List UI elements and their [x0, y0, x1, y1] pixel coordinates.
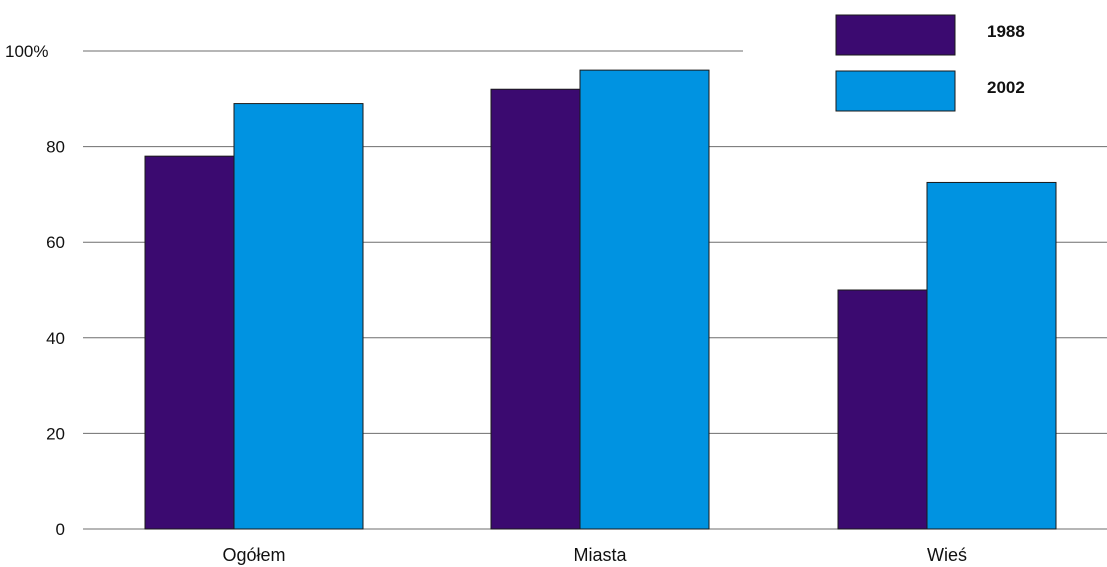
category-label: Ogółem [222, 545, 285, 565]
legend-label: 2002 [987, 78, 1025, 97]
y-axis-tick-labels: 0 20 40 60 80 100% [5, 42, 65, 539]
bars [144, 69, 1057, 530]
legend-swatch-1988 [835, 14, 956, 56]
legend: 1988 2002 [835, 14, 1025, 112]
y-tick-label: 80 [46, 138, 65, 157]
y-tick-label: 100% [5, 42, 48, 61]
y-tick-label: 40 [46, 329, 65, 348]
y-tick-label: 60 [46, 233, 65, 252]
x-axis-category-labels: Ogółem Miasta Wieś [222, 545, 967, 565]
bar-2002-1 [579, 69, 710, 530]
y-tick-label: 20 [46, 424, 65, 443]
category-label: Miasta [573, 545, 627, 565]
legend-swatch-2002 [835, 70, 956, 112]
legend-label: 1988 [987, 22, 1025, 41]
bar-2002-0 [233, 103, 364, 530]
y-tick-label: 0 [56, 520, 65, 539]
category-label: Wieś [927, 545, 967, 565]
bar-2002-2 [926, 181, 1057, 530]
